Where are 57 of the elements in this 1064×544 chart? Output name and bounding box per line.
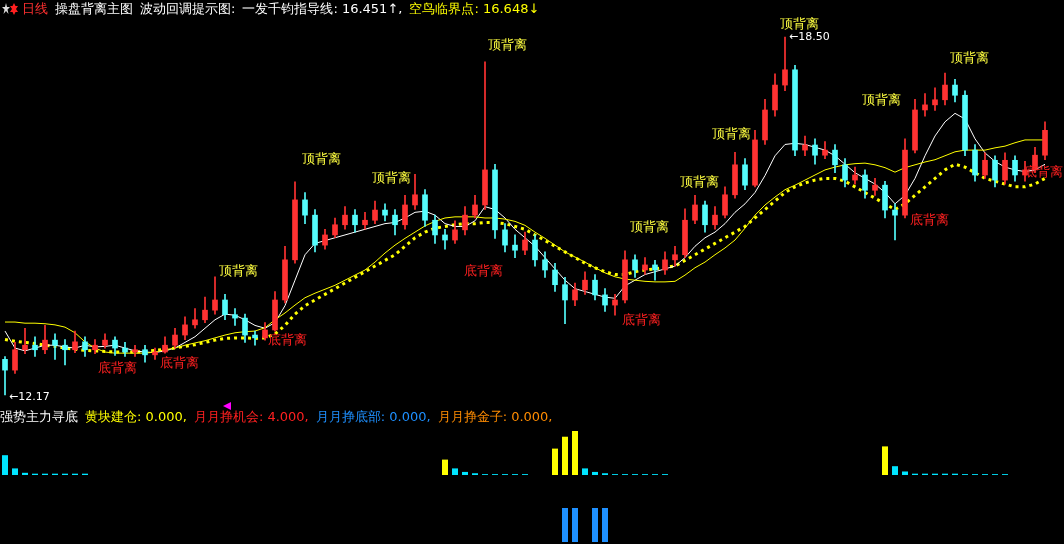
candlestick [132,344,138,357]
candlestick [612,294,618,316]
bar [882,446,888,475]
bar [572,431,578,475]
annotation: 底背离 [622,311,661,327]
candlestick [642,257,648,275]
text: 顶背离 [780,15,819,31]
candlestick [252,330,258,346]
text: 月月挣底部: 0.000, [315,409,431,424]
bar [582,468,588,475]
candlestick [152,347,158,360]
annotation: 顶背离 [950,49,989,65]
candlestick [362,211,368,230]
annotation: 底背离 [464,262,503,278]
bar [892,466,898,475]
text: 黄块建仓: 0.000, [85,409,187,424]
bar [592,471,598,475]
bar [442,459,448,475]
annotation: 顶背离 [372,169,411,185]
candlestick [652,260,658,281]
text: 月月挣机会: 4.000, [193,409,309,424]
bar [22,472,28,475]
annotation: 顶背离 [630,218,669,234]
annotation: 顶背离 [680,173,719,189]
text: 强势主力寻底 [0,409,78,424]
candlestick [892,203,898,241]
bar [12,468,18,475]
annotation: 底背离 [160,354,199,370]
candlestick [922,93,928,117]
text: 操盘背离主图 [55,1,133,16]
candlestick [32,336,38,357]
candlestick [22,327,28,355]
annotation: 顶背离 [862,91,901,107]
annotation: 顶背离 [488,36,527,52]
text: ←18.50 [789,29,830,43]
bar [462,471,468,475]
bar [552,448,558,475]
text: ←12.17 [9,389,50,403]
bar [562,436,568,475]
annotation: 底背离 [268,331,307,347]
annotation: 底背离 [910,211,949,227]
candlestick [232,308,238,326]
annotation: 顶背离 [219,262,258,278]
candlestick [52,333,58,360]
text: 空鸟临界点: 16.648↓ [409,1,540,16]
text: 日线 [22,1,48,16]
bar [2,455,8,475]
bar [902,471,908,475]
annotation: 顶背离 [302,150,341,166]
text: 月月挣金子: 0.000, [437,409,553,424]
text: 波动回调提示图: [140,1,236,16]
text: 一发千钧指导线: 16.451↑, [242,1,403,16]
candlestick [482,61,488,210]
candlestick [62,339,68,366]
annotation: 底背离 [98,359,137,375]
bar [452,468,458,475]
annotation: 顶背离 [712,125,751,141]
